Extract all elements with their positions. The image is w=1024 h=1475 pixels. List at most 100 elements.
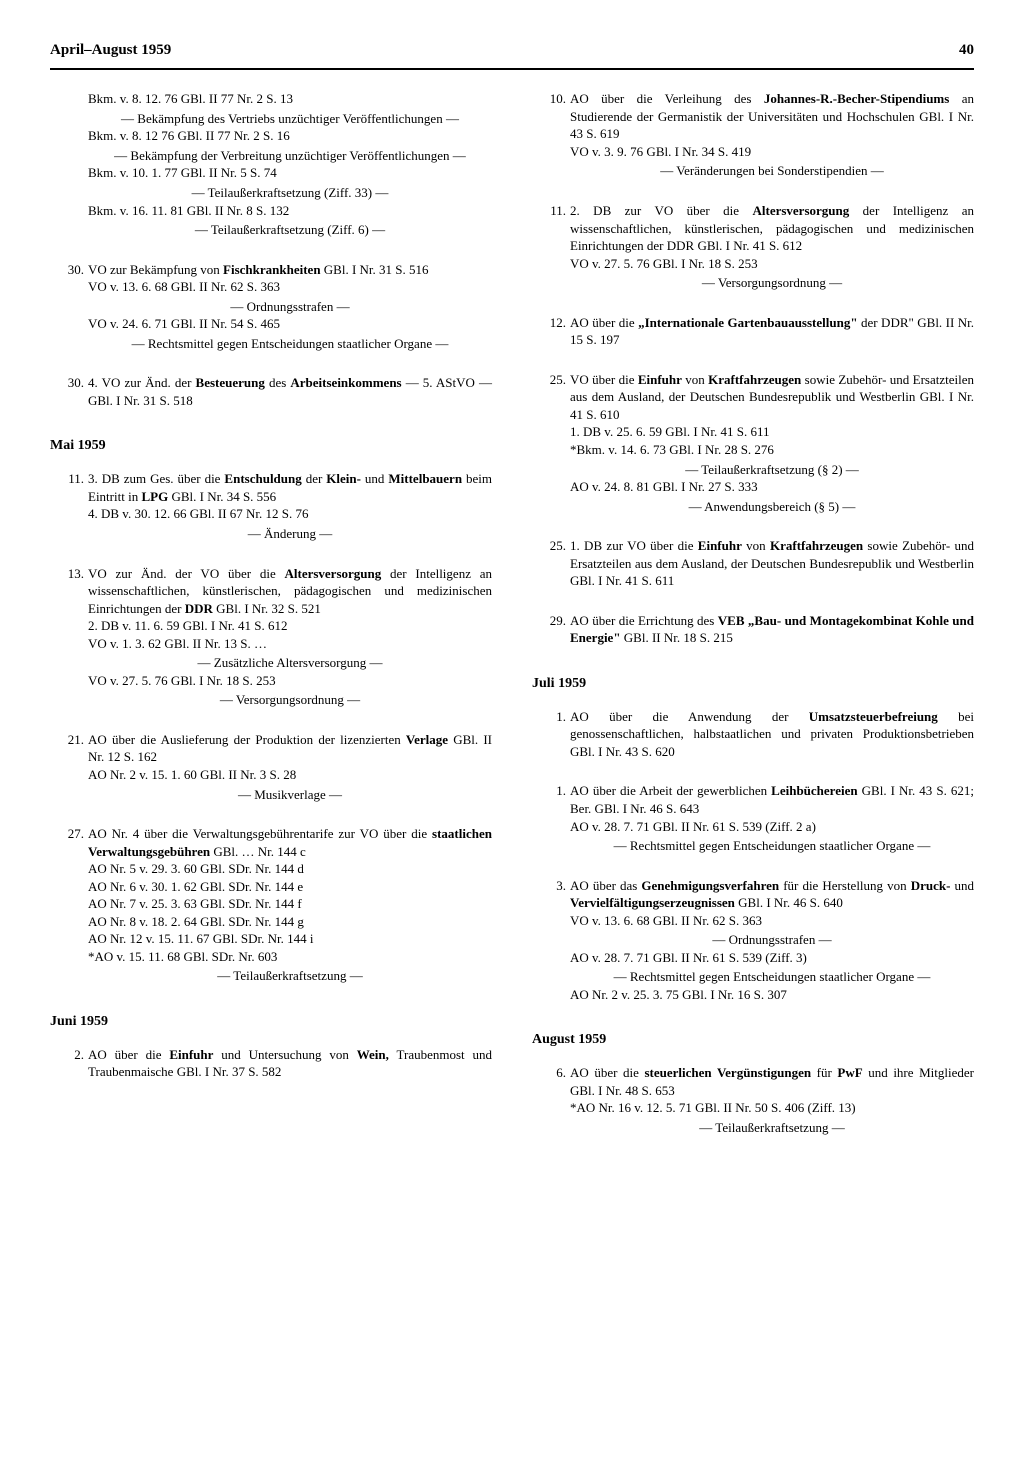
entry-30b: 30.4. VO zur Änd. der Besteuerung des Ar… — [50, 374, 492, 409]
entry-1b: 1.AO über die Arbeit der gewerblichen Le… — [532, 782, 974, 854]
entry-body: 2. DB zur VO über die Altersversorgung d… — [570, 203, 974, 253]
sub: 1. DB v. 25. 6. 59 GBl. I Nr. 41 S. 611 — [570, 423, 974, 441]
entry-1a: 1.AO über die Anwendung der Umsatzsteuer… — [532, 708, 974, 761]
line: — Bekämpfung der Verbreitung unzüchtiger… — [88, 147, 492, 165]
entry-29: 29.AO über die Errichtung des VEB „Bau- … — [532, 612, 974, 647]
entry-body: AO über die Anwendung der Umsatzsteuerbe… — [570, 709, 974, 759]
sub: — Veränderungen bei Sonderstipendien — — [570, 162, 974, 180]
sub: AO Nr. 12 v. 15. 11. 67 GBl. SDr. Nr. 14… — [88, 930, 492, 948]
month-heading: Juli 1959 — [532, 675, 974, 694]
sub: — Versorgungsordnung — — [88, 691, 492, 709]
sub: VO v. 13. 6. 68 GBl. II Nr. 62 S. 363 — [88, 278, 492, 296]
entry-2: 2.AO über die Einfuhr und Untersuchung v… — [50, 1046, 492, 1081]
sub: — Rechtsmittel gegen Entscheidungen staa… — [570, 968, 974, 986]
entry-num: 1. — [532, 782, 570, 800]
header-title: April–August 1959 — [50, 40, 171, 60]
entry-6: 6.AO über die steuerlichen Vergünstigung… — [532, 1064, 974, 1136]
sub: — Versorgungsordnung — — [570, 274, 974, 292]
columns: Bkm. v. 8. 12. 76 GBl. II 77 Nr. 2 S. 13… — [50, 90, 974, 1158]
page-header: April–August 1959 40 — [50, 40, 974, 70]
entry-body: AO über die Errichtung des VEB „Bau- und… — [570, 613, 974, 646]
entry-body: 4. VO zur Änd. der Besteuerung des Arbei… — [88, 375, 492, 408]
left-column: Bkm. v. 8. 12. 76 GBl. II 77 Nr. 2 S. 13… — [50, 90, 492, 1158]
entry-11: 11.3. DB zum Ges. über die Entschuldung … — [50, 470, 492, 542]
top-continuation: Bkm. v. 8. 12. 76 GBl. II 77 Nr. 2 S. 13… — [50, 90, 492, 238]
entry-27: 27.AO Nr. 4 über die Verwaltungsgebühren… — [50, 825, 492, 985]
entry-num: 21. — [50, 731, 88, 749]
entry-body: AO über das Genehmigungsverfahren für di… — [570, 878, 974, 911]
sub: VO v. 27. 5. 76 GBl. I Nr. 18 S. 253 — [88, 672, 492, 690]
sub: AO v. 28. 7. 71 GBl. II Nr. 61 S. 539 (Z… — [570, 949, 974, 967]
entry-30a: 30.VO zur Bekämpfung von Fischkrankheite… — [50, 261, 492, 353]
line: — Bekämpfung des Vertriebs unzüchtiger V… — [88, 110, 492, 128]
month-heading: Juni 1959 — [50, 1013, 492, 1032]
entry-body: VO zur Änd. der VO über die Altersversor… — [88, 566, 492, 616]
entry-num: 11. — [50, 470, 88, 488]
sub: — Teilaußerkraftsetzung — — [570, 1119, 974, 1137]
sub: 4. DB v. 30. 12. 66 GBl. II 67 Nr. 12 S.… — [88, 505, 492, 523]
sub: — Rechtsmittel gegen Entscheidungen staa… — [88, 335, 492, 353]
sub: *AO v. 15. 11. 68 GBl. SDr. Nr. 603 — [88, 948, 492, 966]
sub: VO v. 1. 3. 62 GBl. II Nr. 13 S. … — [88, 635, 492, 653]
sub: AO Nr. 2 v. 15. 1. 60 GBl. II Nr. 3 S. 2… — [88, 766, 492, 784]
sub: — Ordnungsstrafen — — [570, 931, 974, 949]
entry-body: AO über die steuerlichen Vergünstigungen… — [570, 1065, 974, 1098]
entry-body: AO über die Arbeit der gewerblichen Leih… — [570, 783, 974, 816]
entry-num: 27. — [50, 825, 88, 843]
entry-num: 29. — [532, 612, 570, 630]
sub: AO Nr. 8 v. 18. 2. 64 GBl. SDr. Nr. 144 … — [88, 913, 492, 931]
line: Bkm. v. 16. 11. 81 GBl. II Nr. 8 S. 132 — [88, 202, 492, 220]
page-number: 40 — [959, 40, 974, 60]
sub: — Teilaußerkraftsetzung — — [88, 967, 492, 985]
entry-11: 11.2. DB zur VO über die Altersversorgun… — [532, 202, 974, 292]
entry-body: AO über die Auslieferung der Produktion … — [88, 732, 492, 765]
entry-25a: 25.VO über die Einfuhr von Kraftfahrzeug… — [532, 371, 974, 515]
sub: VO v. 27. 5. 76 GBl. I Nr. 18 S. 253 — [570, 255, 974, 273]
entry-num: 6. — [532, 1064, 570, 1082]
line: — Teilaußerkraftsetzung (Ziff. 6) — — [88, 221, 492, 239]
sub: AO v. 24. 8. 81 GBl. I Nr. 27 S. 333 — [570, 478, 974, 496]
sub: AO Nr. 5 v. 29. 3. 60 GBl. SDr. Nr. 144 … — [88, 860, 492, 878]
sub: VO v. 13. 6. 68 GBl. II Nr. 62 S. 363 — [570, 912, 974, 930]
line: Bkm. v. 10. 1. 77 GBl. II Nr. 5 S. 74 — [88, 164, 492, 182]
sub: *AO Nr. 16 v. 12. 5. 71 GBl. II Nr. 50 S… — [570, 1099, 974, 1117]
line: Bkm. v. 8. 12 76 GBl. II 77 Nr. 2 S. 16 — [88, 127, 492, 145]
sub: *Bkm. v. 14. 6. 73 GBl. I Nr. 28 S. 276 — [570, 441, 974, 459]
sub: AO Nr. 7 v. 25. 3. 63 GBl. SDr. Nr. 144 … — [88, 895, 492, 913]
entry-21: 21.AO über die Auslieferung der Produkti… — [50, 731, 492, 803]
line: — Teilaußerkraftsetzung (Ziff. 33) — — [88, 184, 492, 202]
entry-num: 2. — [50, 1046, 88, 1064]
sub: AO Nr. 2 v. 25. 3. 75 GBl. I Nr. 16 S. 3… — [570, 986, 974, 1004]
entry-num: 13. — [50, 565, 88, 583]
line: Bkm. v. 8. 12. 76 GBl. II 77 Nr. 2 S. 13 — [88, 90, 492, 108]
entry-num: 3. — [532, 877, 570, 895]
entry-body: 3. DB zum Ges. über die Entschuldung der… — [88, 471, 492, 504]
sub: — Zusätzliche Altersversorgung — — [88, 654, 492, 672]
entry-body: 1. DB zur VO über die Einfuhr von Kraftf… — [570, 538, 974, 588]
entry-10: 10.AO über die Verleihung des Johannes-R… — [532, 90, 974, 180]
sub: — Anwendungsbereich (§ 5) — — [570, 498, 974, 516]
entry-num: 12. — [532, 314, 570, 332]
entry-12: 12.AO über die „Internationale Gartenbau… — [532, 314, 974, 349]
sub: — Teilaußerkraftsetzung (§ 2) — — [570, 461, 974, 479]
entry-num: 30. — [50, 374, 88, 392]
entry-25b: 25.1. DB zur VO über die Einfuhr von Kra… — [532, 537, 974, 590]
sub: AO v. 28. 7. 71 GBl. II Nr. 61 S. 539 (Z… — [570, 818, 974, 836]
entry-num: 25. — [532, 537, 570, 555]
entry-num: 25. — [532, 371, 570, 389]
entry-body: AO über die Einfuhr und Untersuchung von… — [88, 1047, 492, 1080]
entry-body: AO Nr. 4 über die Verwaltungsgebührentar… — [88, 826, 492, 859]
sub: — Änderung — — [88, 525, 492, 543]
sub: — Rechtsmittel gegen Entscheidungen staa… — [570, 837, 974, 855]
entry-num: 11. — [532, 202, 570, 220]
entry-body: AO über die „Internationale Gartenbauaus… — [570, 315, 974, 348]
month-heading: Mai 1959 — [50, 437, 492, 456]
sub: VO v. 3. 9. 76 GBl. I Nr. 34 S. 419 — [570, 143, 974, 161]
entry-13: 13.VO zur Änd. der VO über die Altersver… — [50, 565, 492, 709]
sub: — Ordnungsstrafen — — [88, 298, 492, 316]
right-column: 10.AO über die Verleihung des Johannes-R… — [532, 90, 974, 1158]
entry-body: VO zur Bekämpfung von Fischkrankheiten G… — [88, 262, 429, 277]
entry-num: 10. — [532, 90, 570, 108]
entry-num: 1. — [532, 708, 570, 726]
month-heading: August 1959 — [532, 1031, 974, 1050]
